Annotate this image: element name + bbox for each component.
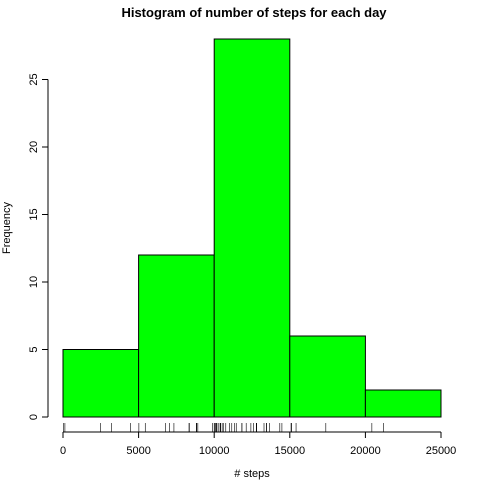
x-tick-label-2: 10000 [199, 445, 230, 457]
x-axis: 0 5000 10000 15000 20000 25000 [60, 431, 457, 457]
bar-1 [138, 254, 215, 418]
y-tick-label-2: 10 [28, 276, 40, 288]
y-tick-label-5: 25 [28, 73, 40, 85]
x-tick-label-3: 15000 [275, 445, 306, 457]
bar-3 [289, 335, 366, 418]
y-tick-label-1: 5 [28, 346, 40, 352]
x-tick-label-0: 0 [60, 445, 66, 457]
x-tick-label-5: 25000 [426, 445, 457, 457]
chart-title: Histogram of number of steps for each da… [121, 5, 387, 20]
y-tick-label-3: 15 [28, 208, 40, 220]
bar-0 [62, 349, 140, 418]
y-axis-label: Frequency [1, 202, 13, 254]
bars-group [62, 38, 442, 418]
y-axis: 0 5 10 15 20 25 [28, 73, 49, 420]
x-tick-label-1: 5000 [126, 445, 150, 457]
bar-4 [364, 389, 442, 418]
bar-2 [213, 38, 291, 418]
x-axis-label: # steps [234, 468, 270, 480]
y-tick-label-0: 0 [28, 414, 40, 420]
y-tick-label-4: 20 [28, 141, 40, 153]
rug-group [63, 423, 384, 432]
x-tick-label-4: 20000 [350, 445, 381, 457]
